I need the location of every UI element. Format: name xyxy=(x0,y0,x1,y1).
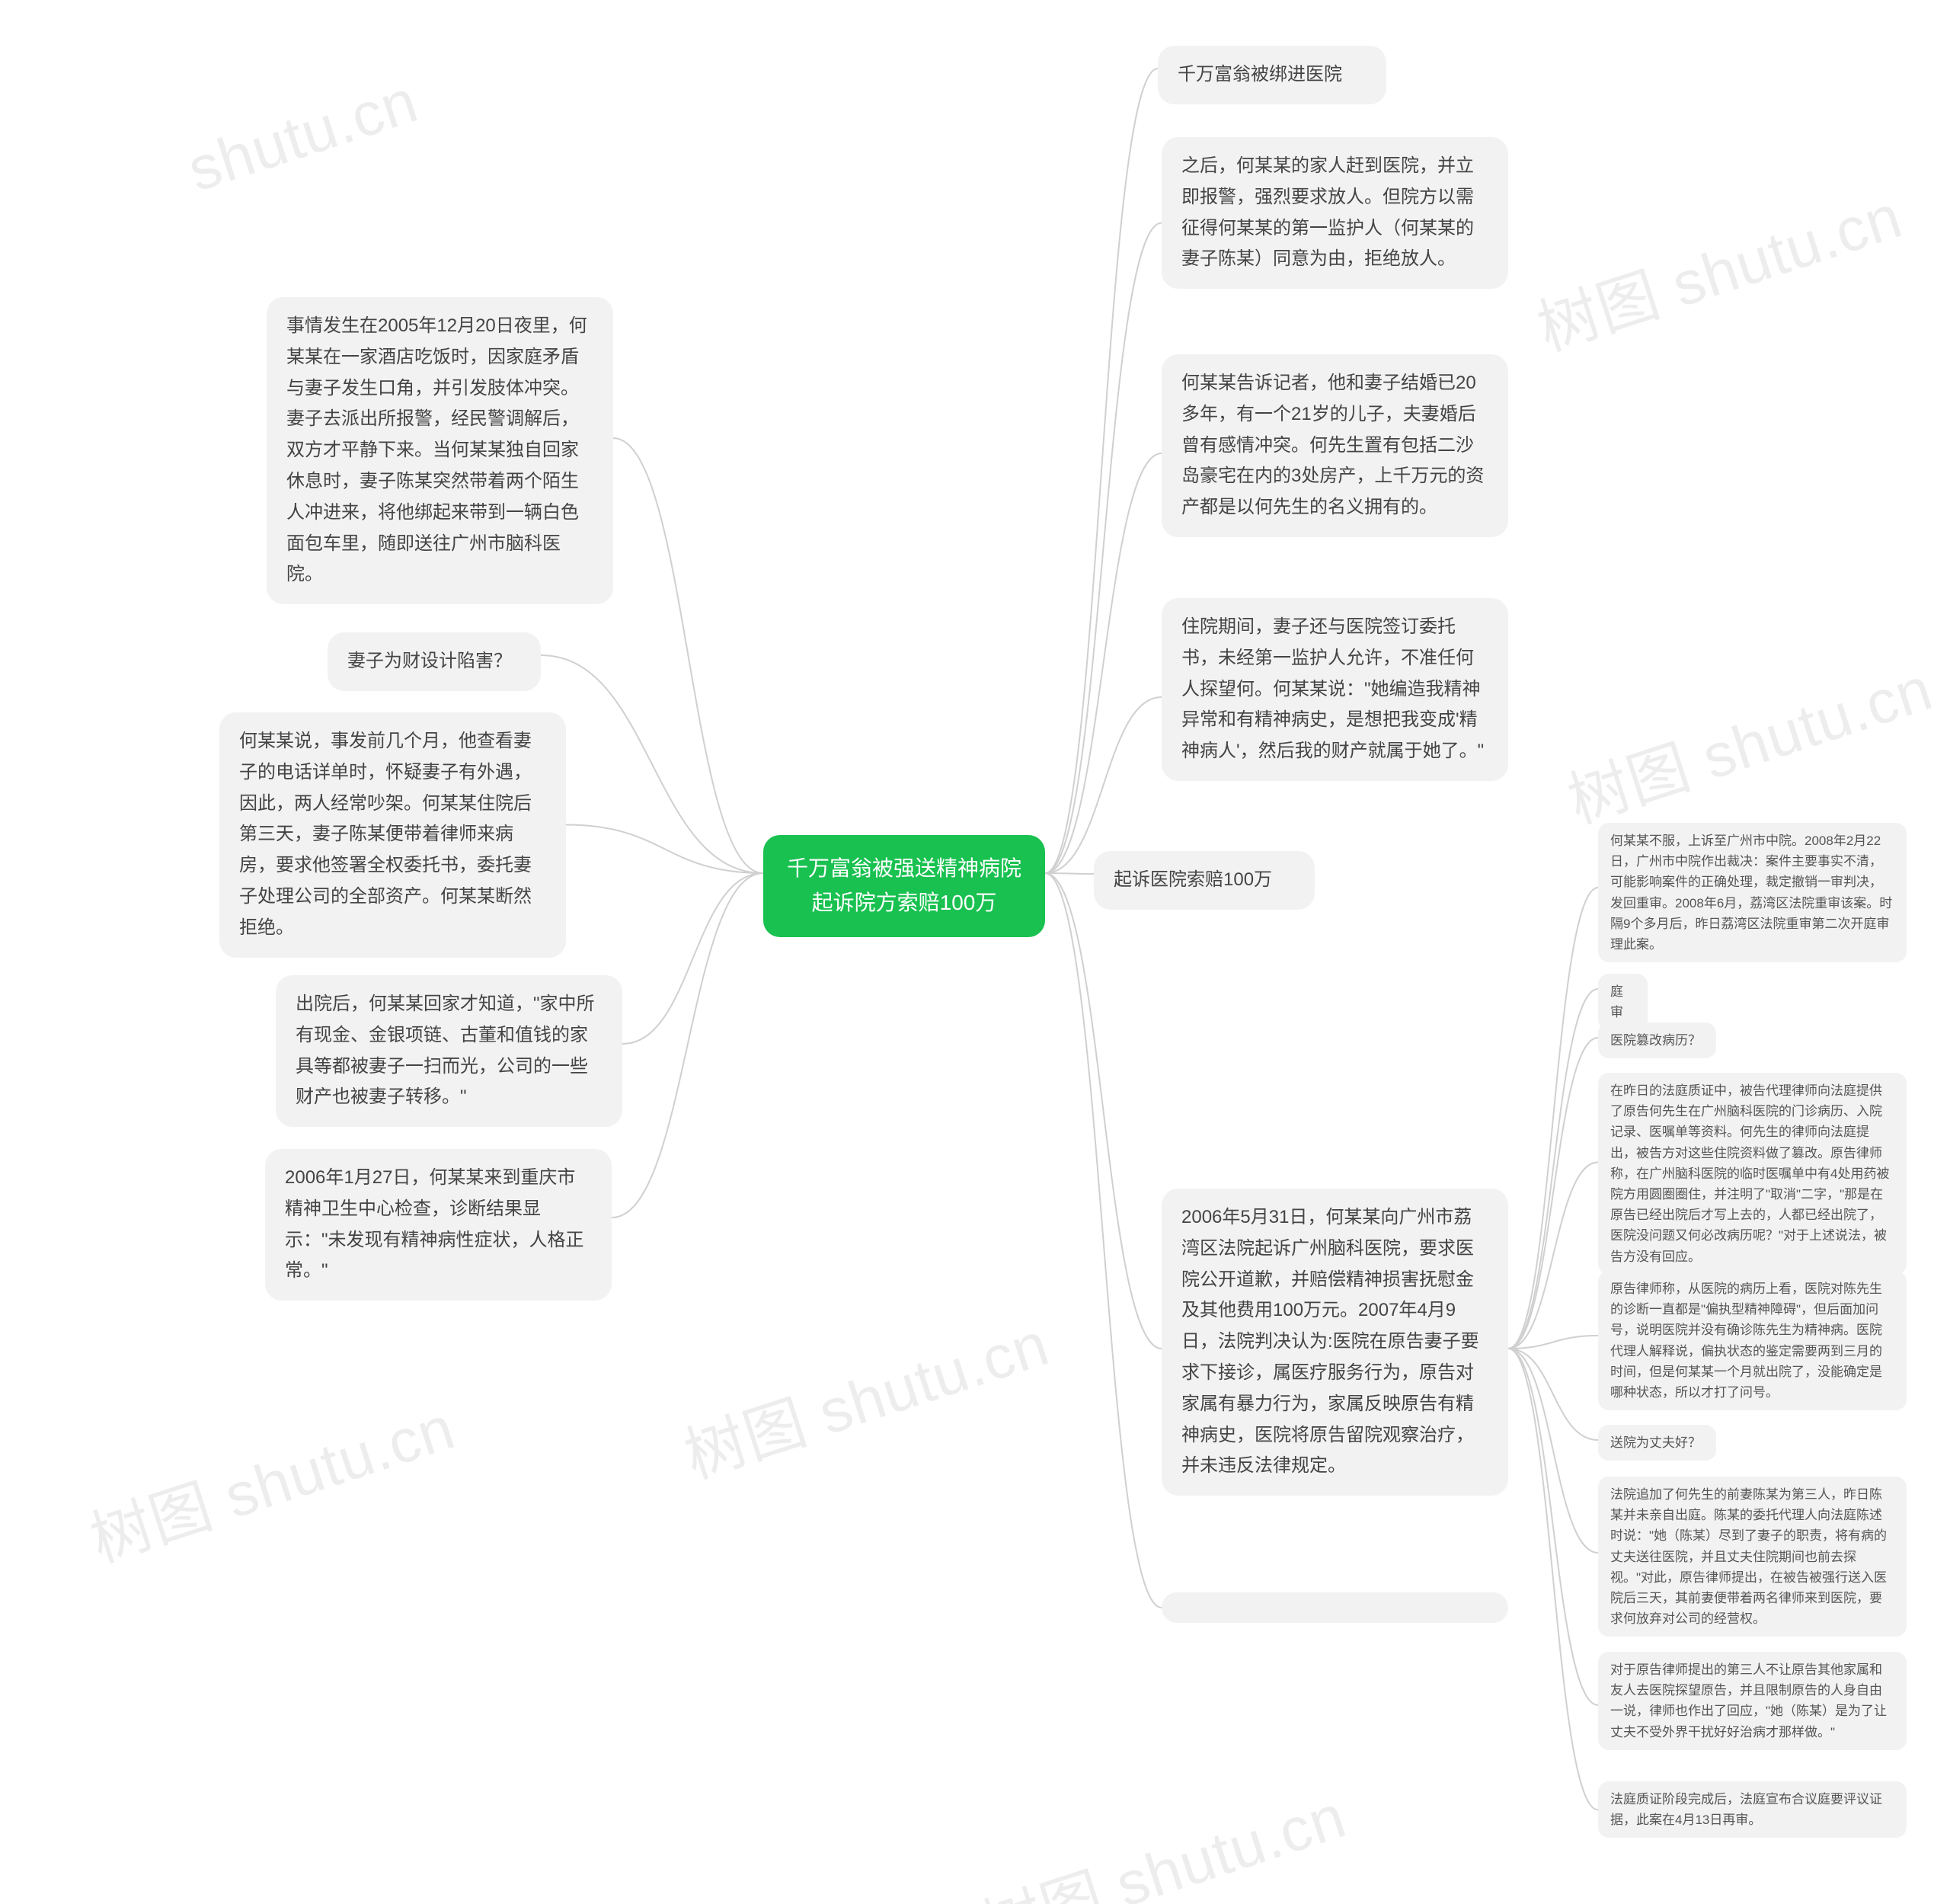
sub-node-retrial-date[interactable]: 法庭质证阶段完成后，法庭宣布合议庭要评议证据，此案在4月13日再审。 xyxy=(1598,1781,1907,1838)
left-node-incident[interactable]: 事情发生在2005年12月20日夜里，何某某在一家酒店吃饭时，因家庭矛盾与妻子发… xyxy=(267,297,613,604)
watermark: 树图 shutu.cn xyxy=(672,1295,1058,1496)
right-node-blank[interactable] xyxy=(1162,1592,1508,1623)
sub-node-records-altered[interactable]: 医院篡改病历？ xyxy=(1598,1022,1716,1058)
left-node-wife-scheme[interactable]: 妻子为财设计陷害？ xyxy=(328,632,541,691)
sub-node-wife-third-party[interactable]: 法院追加了何先生的前妻陈某为第三人，昨日陈某并未亲自出庭。陈某的委托代理人向法庭… xyxy=(1598,1477,1907,1637)
right-node-sue-hospital[interactable]: 起诉医院索赔100万 xyxy=(1094,851,1315,910)
right-node-hospital-trust[interactable]: 住院期间，妻子还与医院签订委托书，未经第一监护人允许，不准任何人探望何。何某某说… xyxy=(1162,598,1508,781)
sub-node-visitation-restrict[interactable]: 对于原告律师提出的第三人不让原告其他家属和友人去医院探望原告，并且限制原告的人身… xyxy=(1598,1652,1907,1750)
right-node-court-ruling[interactable]: 2006年5月31日，何某某向广州市荔湾区法院起诉广州脑科医院，要求医院公开道歉… xyxy=(1162,1189,1508,1496)
watermark: 树图 shutu.cn xyxy=(1525,168,1911,368)
sub-node-appeal[interactable]: 何某某不服，上诉至广州市中院。2008年2月22日，广州市中院作出裁决：案件主要… xyxy=(1598,823,1907,962)
watermark: shutu.cn xyxy=(180,66,427,205)
watermark: 树图 shutu.cn xyxy=(1555,640,1942,840)
sub-node-records-detail[interactable]: 在昨日的法庭质证中，被告代理律师向法庭提供了原告何先生在广州脑科医院的门诊病历、… xyxy=(1598,1073,1907,1275)
right-node-marriage-assets[interactable]: 何某某告诉记者，他和妻子结婚已20多年，有一个21岁的儿子，夫妻婚后曾有感情冲突… xyxy=(1162,354,1508,537)
left-node-property-taken[interactable]: 出院后，何某某回家才知道，"家中所有现金、金银项链、古董和值钱的家具等都被妻子一… xyxy=(276,975,622,1127)
sub-node-for-husband-good[interactable]: 送院为丈夫好？ xyxy=(1598,1425,1716,1461)
sub-node-diagnosis-question[interactable]: 原告律师称，从医院的病历上看，医院对陈先生的诊断一直都是"偏执型精神障碍"，但后… xyxy=(1598,1271,1907,1410)
right-node-kidnapped[interactable]: 千万富翁被绑进医院 xyxy=(1158,46,1386,104)
left-node-diagnosis[interactable]: 2006年1月27日，何某某来到重庆市精神卫生中心检查，诊断结果显示："未发现有… xyxy=(265,1149,612,1301)
watermark: 树图 shutu.cn xyxy=(78,1379,464,1579)
center-node[interactable]: 千万富翁被强送精神病院 起诉院方索赔100万 xyxy=(763,835,1045,937)
right-node-family-police[interactable]: 之后，何某某的家人赶到医院，并立即报警，强烈要求放人。但院方以需征得何某某的第一… xyxy=(1162,137,1508,289)
watermark: 树图 shutu.cn xyxy=(969,1768,1355,1904)
mindmap-canvas: 千万富翁被强送精神病院 起诉院方索赔100万 事情发生在2005年12月20日夜… xyxy=(0,0,1950,1904)
left-node-affair-suspect[interactable]: 何某某说，事发前几个月，他查看妻子的电话详单时，怀疑妻子有外遇，因此，两人经常吵… xyxy=(219,712,566,958)
